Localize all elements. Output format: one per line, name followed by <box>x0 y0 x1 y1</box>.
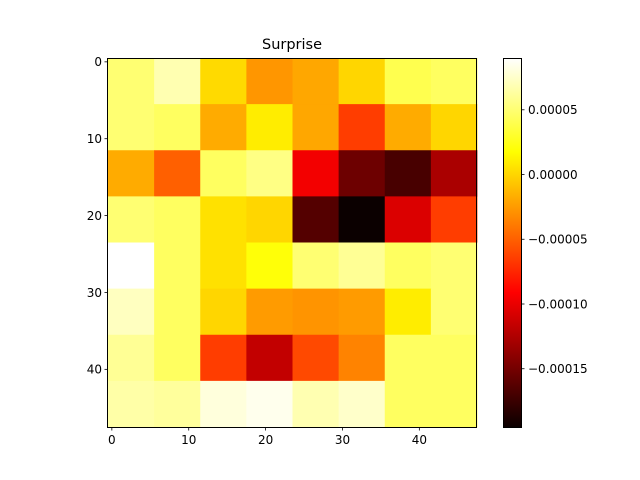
heatmap-cell <box>108 104 155 151</box>
heatmap-cell <box>292 288 340 336</box>
heatmap-cell <box>154 58 201 105</box>
heatmap-frame <box>107 58 477 428</box>
colorbar <box>503 58 521 427</box>
heatmap-cell <box>338 380 386 428</box>
y-tick-label: 10 <box>87 132 102 146</box>
heatmap-cell <box>200 242 247 290</box>
x-tick-label: 0 <box>108 433 116 447</box>
heatmap-cell <box>246 150 293 197</box>
y-tick-label: 30 <box>87 286 102 300</box>
heatmap-cell <box>154 334 201 382</box>
x-tick-label: 20 <box>258 433 273 447</box>
heatmap-cell <box>384 58 432 105</box>
heatmap-cell <box>384 242 432 290</box>
heatmap-cell <box>200 380 247 428</box>
heatmap-cell <box>384 104 432 151</box>
heatmap-cell <box>338 58 386 105</box>
heatmap-cell <box>246 196 293 243</box>
heatmap-cell <box>154 288 201 336</box>
heatmap-cell <box>246 288 293 336</box>
y-tick-label: 0 <box>94 55 102 69</box>
y-tick-label: 20 <box>87 209 102 223</box>
x-tick-label: 40 <box>412 433 427 447</box>
heatmap-cell <box>292 150 340 197</box>
heatmap-cell <box>246 58 293 105</box>
colorbar-tick-label: −0.00005 <box>528 233 588 247</box>
heatmap-cell <box>430 196 478 243</box>
heatmap-cell <box>338 242 386 290</box>
heatmap-cell <box>246 380 293 428</box>
x-tick-label: 10 <box>181 433 196 447</box>
heatmap-cell <box>338 288 386 336</box>
heatmap-cell <box>108 242 155 290</box>
heatmap-cell <box>338 196 386 243</box>
colorbar-tick-label: 0.00000 <box>528 168 578 182</box>
heatmap-cell <box>108 58 155 105</box>
y-axis: 0 10 20 30 40 <box>87 55 108 377</box>
heatmap-cell <box>292 334 340 382</box>
heatmap-cell <box>430 242 478 290</box>
heatmap-cell <box>430 150 478 197</box>
heatmap-cell <box>430 104 478 151</box>
heatmap-cell <box>108 334 155 382</box>
heatmap-cell <box>430 288 478 336</box>
heatmap-cell <box>292 380 340 428</box>
heatmap-cell <box>108 380 155 428</box>
heatmap-cell <box>430 380 478 428</box>
heatmap-cell <box>292 196 340 243</box>
heatmap-cell <box>154 380 201 428</box>
y-tick-label: 40 <box>87 363 102 377</box>
heatmap-cell <box>338 150 386 197</box>
heatmap-cell <box>384 334 432 382</box>
heatmap-cell <box>292 242 340 290</box>
x-tick-label: 30 <box>335 433 350 447</box>
heatmap-cell <box>108 150 155 197</box>
x-axis: 0 10 20 30 40 <box>108 427 427 447</box>
heatmap-cell <box>200 150 247 197</box>
heatmap-cell <box>200 58 247 105</box>
heatmap-cell <box>384 288 432 336</box>
heatmap-cell <box>154 150 201 197</box>
colorbar-axis: 0.00005 0.00000 −0.00005 −0.00010 −0.00015 <box>521 103 588 376</box>
heatmap-cell <box>246 104 293 151</box>
heatmap-cell <box>246 334 293 382</box>
heatmap-cell <box>384 380 432 428</box>
heatmap-cell <box>430 334 478 382</box>
heatmap-cell <box>338 104 386 151</box>
heatmap-cell <box>246 242 293 290</box>
heatmap-cell <box>292 58 340 105</box>
heatmap-cell <box>384 196 432 243</box>
heatmap-cell <box>430 58 478 105</box>
colorbar-tick-label: −0.00015 <box>528 362 588 376</box>
heatmap-cells <box>108 58 478 428</box>
colorbar-frame <box>503 58 522 428</box>
heatmap-cell <box>200 104 247 151</box>
colorbar-tick-label: 0.00005 <box>528 103 578 117</box>
heatmap-cell <box>108 196 155 243</box>
heatmap-cell <box>338 334 386 382</box>
heatmap-cell <box>154 104 201 151</box>
chart-title: Surprise <box>262 37 322 53</box>
heatmap-cell <box>384 150 432 197</box>
heatmap-cell <box>108 288 155 336</box>
heatmap-cell <box>200 288 247 336</box>
heatmap-cell <box>200 334 247 382</box>
heatmap-cell <box>154 196 201 243</box>
heatmap-cell <box>154 242 201 290</box>
heatmap-cell <box>200 196 247 243</box>
heatmap-cell <box>292 104 340 151</box>
colorbar-tick-label: −0.00010 <box>528 297 588 311</box>
